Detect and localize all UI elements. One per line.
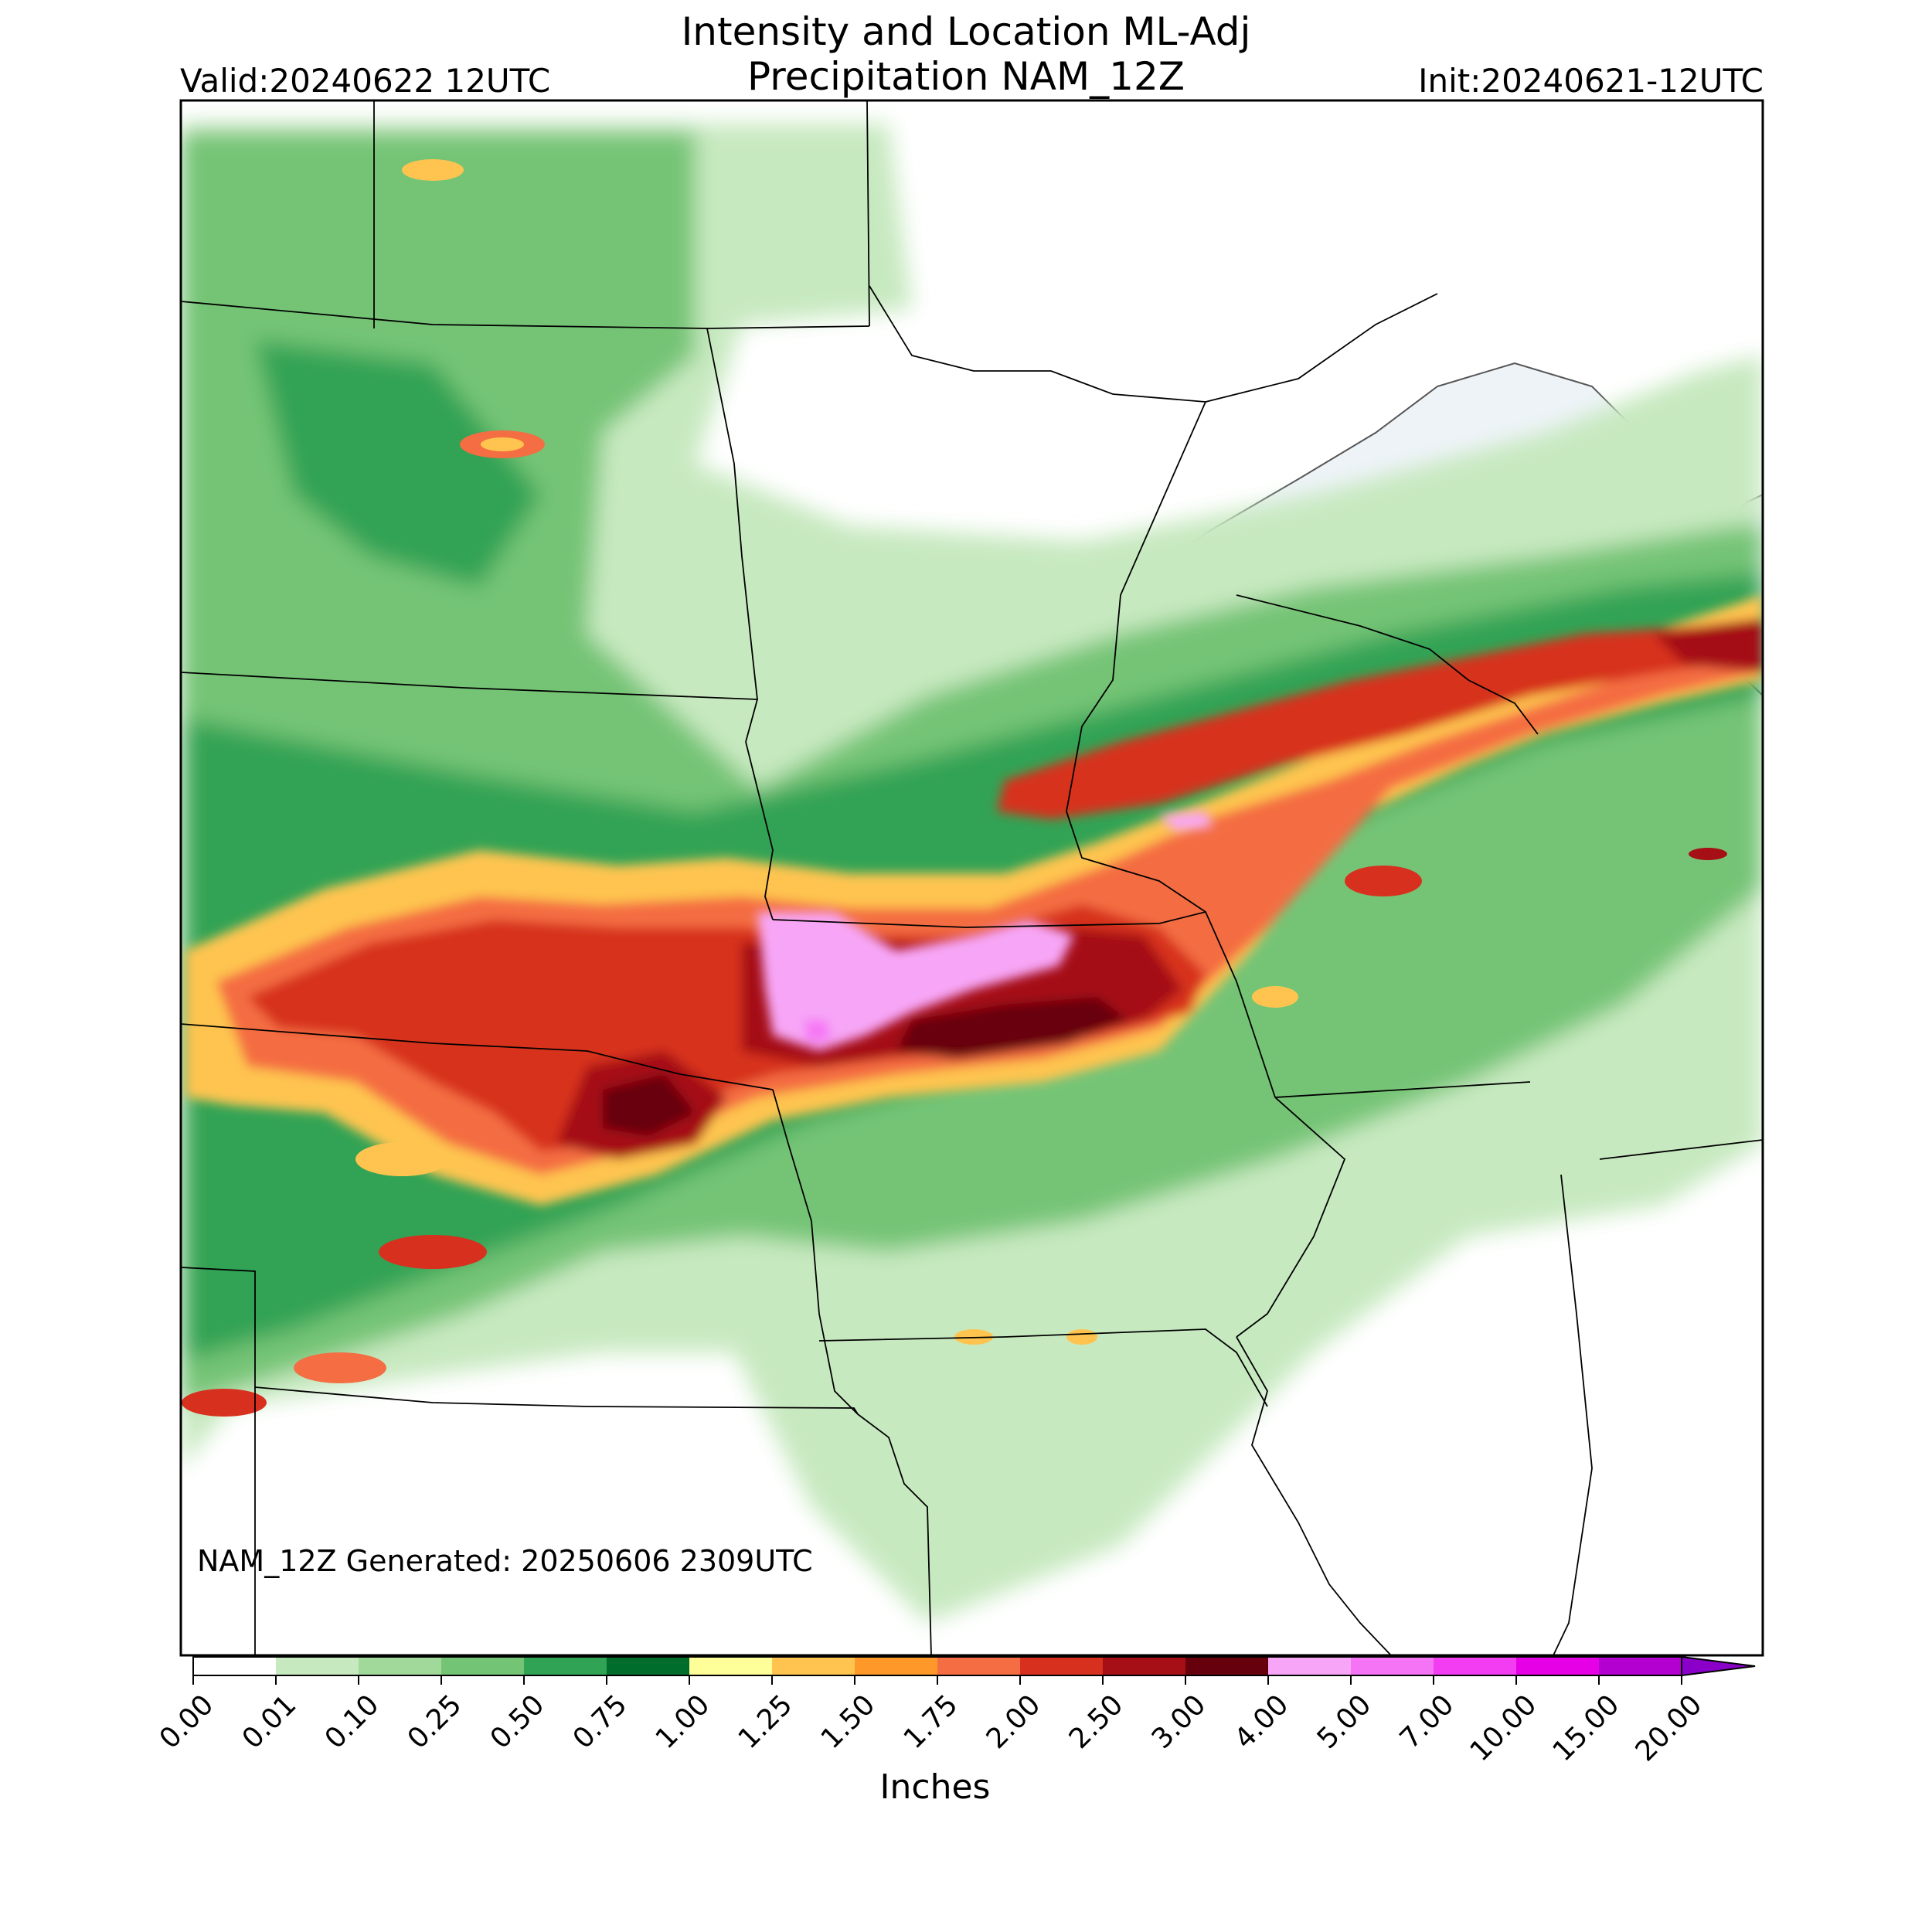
colorbar-segment <box>1599 1657 1682 1675</box>
colorbar-segment <box>441 1657 524 1675</box>
colorbar-segment <box>855 1657 937 1675</box>
colorbar-segment <box>1351 1657 1434 1675</box>
colorbar-segment <box>276 1657 359 1675</box>
colorbar-label: Inches <box>879 1767 991 1807</box>
colorbar-tick-label: 0.00 <box>154 1689 220 1755</box>
chart-title-line2: Precipitation NAM_12Z <box>747 54 1185 99</box>
map-frame <box>179 99 1764 1657</box>
chart-title-line1: Intensity and Location ML-Adj <box>681 9 1251 54</box>
precip-field <box>181 124 1763 1623</box>
colorbar-tick-label: 0.01 <box>236 1689 303 1755</box>
state-boundaries <box>181 100 1763 1655</box>
colorbar-segment <box>524 1657 607 1675</box>
colorbar-tick-label: 5.00 <box>1311 1689 1378 1755</box>
colorbar-tick-label: 0.10 <box>319 1689 386 1755</box>
colorbar-segment <box>1103 1657 1185 1675</box>
generated-timestamp: NAM_12Z Generated: 20250606 2309UTC <box>197 1544 813 1578</box>
colorbar-segment <box>772 1657 855 1675</box>
colorbar-segment <box>1434 1657 1516 1675</box>
colorbar: 0.00 0.01 0.10 0.25 0.50 0.75 1.00 1.25 1.50 1.75… <box>154 1655 1756 1767</box>
colorbar-segment <box>937 1657 1020 1675</box>
colorbar-tick-label: 1.50 <box>815 1689 882 1755</box>
colorbar-tick-label: 15.00 <box>1547 1689 1626 1767</box>
colorbar-tick-label: 0.25 <box>402 1689 468 1755</box>
init-time-label: Init:20240621-12UTC <box>1418 62 1764 100</box>
colorbar-tick-label: 20.00 <box>1630 1689 1709 1767</box>
colorbar-segment <box>1268 1657 1351 1675</box>
colorbar-tick-label: 1.75 <box>898 1689 964 1755</box>
colorbar-tick-label: 2.50 <box>1063 1689 1130 1755</box>
colorbar-tick-label: 7.00 <box>1394 1689 1461 1755</box>
valid-time-label: Valid:20240622 12UTC <box>180 62 551 100</box>
colorbar-tick-label: 0.75 <box>567 1689 634 1755</box>
colorbar-segment <box>1185 1657 1268 1675</box>
colorbar-tick-label: 4.00 <box>1229 1689 1295 1755</box>
colorbar-segment <box>359 1657 441 1675</box>
colorbar-segment <box>689 1657 772 1675</box>
colorbar-tick-label: 3.00 <box>1146 1689 1213 1755</box>
colorbar-tick-label: 1.25 <box>733 1689 799 1755</box>
colorbar-segment <box>607 1657 689 1675</box>
colorbar-segment <box>193 1657 276 1675</box>
colorbar-extend-arrow <box>1681 1655 1756 1677</box>
colorbar-tick-label: 0.50 <box>485 1689 551 1755</box>
colorbar-tick-label: 10.00 <box>1464 1689 1543 1767</box>
colorbar-tick-label: 1.00 <box>650 1689 716 1755</box>
colorbar-segment <box>1020 1657 1103 1675</box>
colorbar-segment <box>1516 1657 1599 1675</box>
colorbar-tick-label: 2.00 <box>981 1689 1047 1755</box>
